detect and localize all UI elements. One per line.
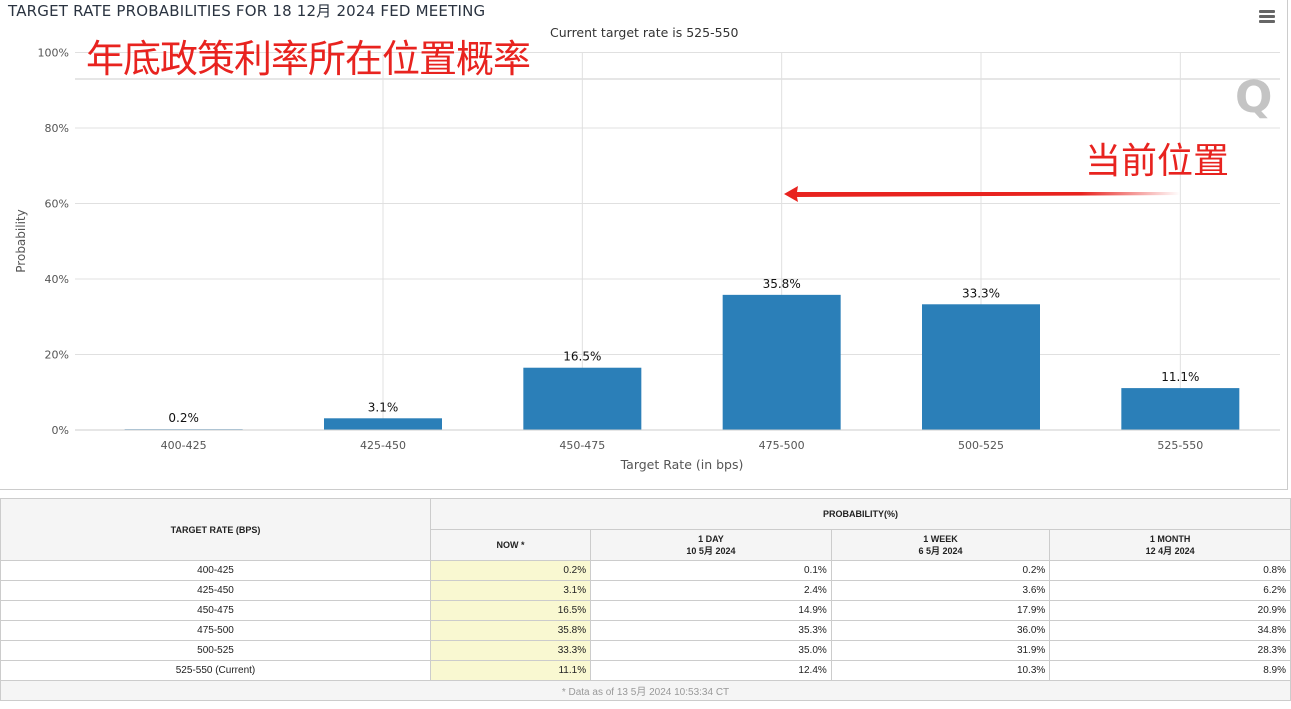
x-axis-title: Target Rate (in bps) [620, 457, 744, 472]
header-col-0: NOW * [429, 529, 592, 561]
rate-cell: 425-450 [0, 580, 431, 601]
table-row: 525-550 (Current) 11.1% 12.4% 10.3% 8.9% [0, 660, 1291, 681]
prob-cell: 12.4% [590, 660, 832, 681]
prob-cell: 33.3% [429, 640, 592, 661]
arrow-annotation [784, 186, 1180, 202]
prob-cell: 0.1% [590, 560, 832, 581]
prob-cell: 0.8% [1049, 560, 1291, 581]
table-row: 475-500 35.8% 35.3% 36.0% 34.8% [0, 620, 1291, 641]
bar-475-500[interactable] [722, 294, 841, 430]
col-label: 1 WEEK [923, 533, 958, 544]
prob-cell: 0.2% [429, 560, 592, 581]
data-label: 16.5% [563, 350, 601, 364]
y-tick-label: 40% [45, 273, 69, 286]
x-tick-label: 475-500 [759, 439, 805, 452]
header-col-1: 1 DAY 10 5月 2024 [590, 529, 832, 561]
current-position-annotation: 当前位置 [1085, 141, 1230, 182]
chart-subtitle: Current target rate is 525-550 [550, 25, 739, 40]
q-logo: Q [1235, 72, 1273, 123]
col-date: 6 5月 2024 [918, 545, 963, 556]
data-label: 0.2% [168, 411, 199, 425]
chart-panel: 0% 20% 40% 60% 80% 100% 0.2% 400-425 3.1% 425-450… [0, 0, 1288, 490]
prob-cell: 31.9% [830, 640, 1051, 661]
x-tick-label: 525-550 [1157, 439, 1203, 452]
hamburger-menu-icon[interactable] [1259, 10, 1275, 25]
prob-cell: 35.3% [590, 620, 832, 641]
prob-cell: 6.2% [1049, 580, 1291, 601]
chart-title: TARGET RATE PROBABILITIES FOR 18 12月 202… [8, 2, 486, 20]
bar-450-475[interactable] [523, 367, 642, 430]
header-col-2: 1 WEEK 6 5月 2024 [830, 529, 1051, 561]
col-label: NOW * [496, 540, 525, 550]
rate-cell: 475-500 [0, 620, 431, 641]
col-date: 12 4月 2024 [1145, 545, 1195, 556]
data-label: 3.1% [368, 400, 399, 414]
prob-cell: 35.0% [590, 640, 832, 661]
rate-cell: 525-550 (Current) [0, 660, 431, 681]
prob-cell: 20.9% [1049, 600, 1291, 621]
y-tick-label: 80% [45, 122, 69, 135]
probability-table: TARGET RATE (BPS) PROBABILITY(%) NOW * 1 … [0, 498, 1291, 701]
bar-425-450[interactable] [324, 418, 442, 430]
bar-chart: 0% 20% 40% 60% 80% 100% 0.2% 400-425 3.1% 425-450… [14, 47, 1280, 472]
rate-cell: 500-525 [0, 640, 431, 661]
table-row: 500-525 33.3% 35.0% 31.9% 28.3% [0, 640, 1291, 661]
prob-cell: 35.8% [429, 620, 592, 641]
prob-cell: 34.8% [1049, 620, 1291, 641]
prob-cell: 36.0% [830, 620, 1051, 641]
prob-cell: 3.6% [830, 580, 1051, 601]
prob-cell: 0.2% [830, 560, 1051, 581]
y-axis-title: Probability [14, 209, 28, 272]
rate-cell: 450-475 [0, 600, 431, 621]
prob-cell: 14.9% [590, 600, 832, 621]
prob-cell: 2.4% [590, 580, 832, 601]
y-tick-label: 20% [45, 349, 69, 362]
header-probability: PROBABILITY(%) [430, 498, 1291, 530]
prob-cell: 28.3% [1049, 640, 1291, 661]
headline-annotation: 年底政策利率所在位置概率 [86, 37, 531, 81]
y-tick-label: 60% [45, 198, 69, 211]
table-row: 400-425 0.2% 0.1% 0.2% 0.8% [0, 560, 1291, 581]
data-label: 11.1% [1161, 370, 1199, 384]
header-target-rate: TARGET RATE (BPS) [0, 498, 431, 561]
prob-cell: 17.9% [830, 600, 1051, 621]
bar-525-550[interactable] [1121, 388, 1240, 430]
x-tick-label: 425-450 [360, 439, 406, 452]
table-row: 425-450 3.1% 2.4% 3.6% 6.2% [0, 580, 1291, 601]
y-tick-label: 0% [52, 424, 69, 437]
prob-cell: 8.9% [1049, 660, 1291, 681]
prob-cell: 11.1% [429, 660, 592, 681]
data-label: 35.8% [763, 277, 801, 291]
footnote: * Data as of 13 5月 2024 10:53:34 CT [0, 680, 1291, 701]
x-tick-label: 400-425 [161, 439, 207, 452]
bar-500-525[interactable] [922, 304, 1040, 430]
prob-cell: 3.1% [429, 580, 592, 601]
col-label: 1 DAY [698, 533, 724, 544]
prob-cell: 10.3% [830, 660, 1051, 681]
prob-cell: 16.5% [429, 600, 592, 621]
x-tick-label: 450-475 [559, 439, 605, 452]
col-date: 10 5月 2024 [686, 545, 736, 556]
x-tick-label: 500-525 [958, 439, 1004, 452]
header-col-3: 1 MONTH 12 4月 2024 [1049, 529, 1291, 561]
data-label: 33.3% [962, 286, 1000, 300]
y-tick-label: 100% [38, 47, 69, 60]
rate-cell: 400-425 [0, 560, 431, 581]
table-row: 450-475 16.5% 14.9% 17.9% 20.9% [0, 600, 1291, 621]
col-label: 1 MONTH [1149, 533, 1191, 544]
